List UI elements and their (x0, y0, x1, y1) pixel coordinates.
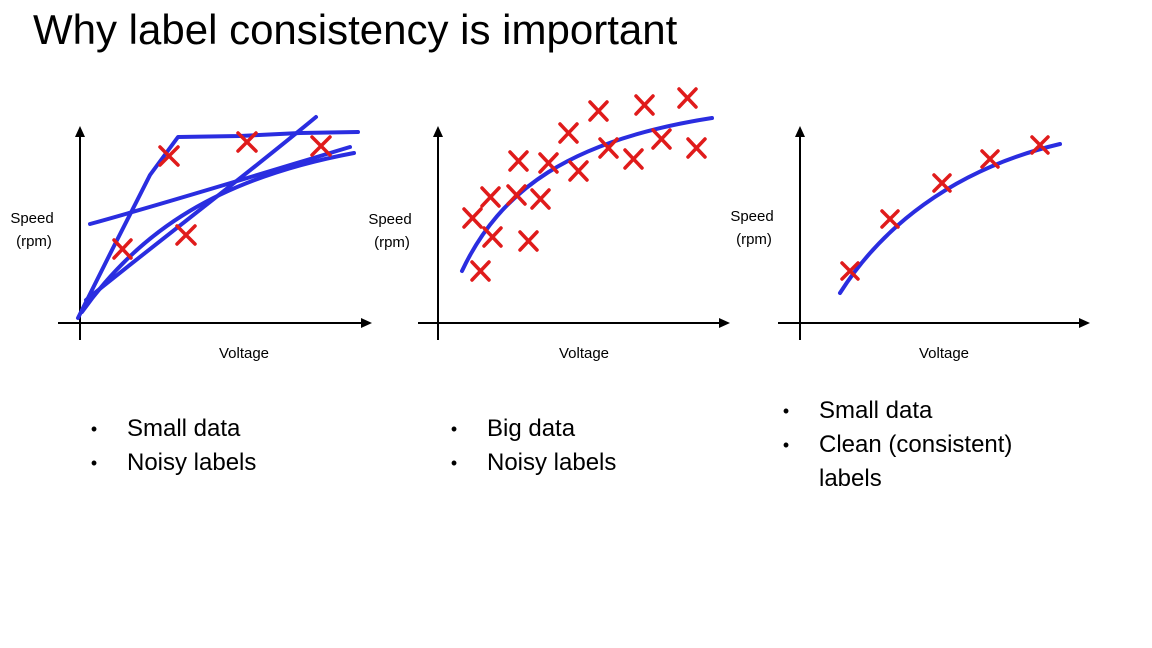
bullet-text: Noisy labels (127, 449, 257, 476)
data-points (840, 135, 1050, 281)
data-point-marker (1030, 135, 1050, 155)
data-point-marker (880, 209, 900, 229)
data-point-marker (462, 207, 483, 229)
data-point-marker (158, 145, 180, 167)
curve-fit (460, 116, 714, 273)
axes (58, 126, 372, 340)
data-point-marker (598, 137, 619, 159)
y-axis-label-line1: Speed (368, 211, 411, 228)
curve-straight (88, 145, 352, 226)
bullet-item: • Noisy labels (87, 446, 257, 480)
data-points (462, 87, 707, 282)
fitted-curves (76, 115, 360, 320)
fitted-curves (460, 116, 714, 273)
data-point-marker (634, 94, 655, 116)
bullet-dot-icon: • (90, 419, 98, 439)
x-axis-label: Voltage (919, 345, 969, 362)
bullet-list-plot-2: • Big data • Noisy labels (447, 412, 617, 480)
bullet-item: • Big data (447, 412, 616, 446)
slide-title: Why label consistency is important (33, 6, 678, 53)
bullet-text: Clean (consistent) (819, 431, 1013, 458)
data-point-marker (623, 148, 644, 170)
data-point-marker (112, 238, 133, 260)
data-point-marker (538, 152, 559, 174)
data-point-marker (506, 184, 527, 206)
bullet-dot-icon: • (782, 401, 790, 421)
bullet-dot-icon: • (450, 419, 458, 439)
curve-overfit (76, 130, 360, 320)
data-point-marker (508, 150, 529, 172)
data-point-marker (980, 149, 1000, 169)
data-point-marker (677, 87, 698, 109)
x-axis-label: Voltage (219, 345, 269, 362)
bullet-dot-icon: • (450, 453, 458, 473)
bullet-list-plot-3: • Small data • Clean (consistent) labels (779, 394, 1013, 496)
data-point-marker (480, 186, 501, 208)
bullet-item: labels (779, 462, 1012, 496)
data-points (112, 131, 332, 260)
bullet-text: Small data (819, 397, 933, 424)
data-point-marker (310, 135, 332, 157)
bullet-item: • Clean (consistent) (779, 428, 1013, 462)
data-point-marker (175, 224, 197, 246)
data-point-marker (651, 128, 672, 150)
y-axis-label-line2: (rpm) (374, 234, 410, 251)
data-point-marker (482, 226, 503, 248)
y-axis-label-line2: (rpm) (736, 231, 772, 248)
bullet-dot-icon: • (782, 435, 790, 455)
data-point-marker (470, 260, 491, 282)
fitted-curves (838, 142, 1062, 295)
data-point-marker (568, 160, 589, 182)
bullet-text: Noisy labels (487, 449, 617, 476)
data-point-marker (588, 100, 609, 122)
bullet-item: • Small data (779, 394, 1012, 428)
bullet-item: • Noisy labels (447, 446, 617, 480)
y-axis-label-line1: Speed (730, 208, 773, 225)
plot-big-noisy: Speed (rpm) Voltage (368, 87, 730, 362)
y-axis-label-line1: Speed (10, 210, 53, 227)
bullet-text: Big data (487, 415, 576, 442)
data-point-marker (530, 188, 551, 210)
x-axis-label: Voltage (559, 345, 609, 362)
bullet-dot-icon: • (90, 453, 98, 473)
data-point-marker (840, 261, 860, 281)
y-axis-label-line2: (rpm) (16, 233, 52, 250)
data-point-marker (558, 122, 579, 144)
curve-fit (838, 142, 1062, 295)
axes (418, 126, 730, 340)
data-point-marker (236, 131, 258, 153)
bullet-text: labels (819, 465, 882, 492)
data-point-marker (518, 230, 539, 252)
bullet-item: • Small data (87, 412, 256, 446)
plot-small-clean: Speed (rpm) Voltage (730, 126, 1090, 362)
data-point-marker (686, 137, 707, 159)
bullet-list-plot-1: • Small data • Noisy labels (87, 412, 257, 480)
data-point-marker (932, 173, 952, 193)
bullet-text: Small data (127, 415, 241, 442)
axes (778, 126, 1090, 340)
plot-small-noisy: Speed (rpm) Voltage (10, 115, 372, 362)
curve-arc-b (84, 115, 318, 302)
